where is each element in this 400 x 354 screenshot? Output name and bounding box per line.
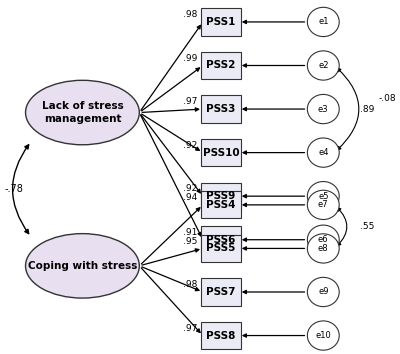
Text: Lack of stress
management: Lack of stress management [42, 101, 123, 124]
Text: PSS1: PSS1 [206, 17, 236, 27]
FancyBboxPatch shape [201, 183, 241, 210]
FancyBboxPatch shape [201, 278, 241, 306]
Text: .99: .99 [183, 54, 197, 63]
FancyBboxPatch shape [201, 8, 241, 35]
FancyBboxPatch shape [201, 139, 241, 166]
Circle shape [307, 225, 339, 255]
Text: PSS9: PSS9 [206, 191, 236, 201]
Text: -.78: -.78 [5, 184, 24, 194]
Circle shape [307, 95, 339, 124]
Text: PSS5: PSS5 [206, 244, 236, 253]
Text: .55: .55 [360, 222, 374, 231]
Circle shape [307, 182, 339, 211]
Text: .97: .97 [183, 324, 197, 333]
Text: e2: e2 [318, 61, 328, 70]
FancyBboxPatch shape [201, 235, 241, 262]
Circle shape [307, 234, 339, 263]
Text: e10: e10 [316, 331, 331, 340]
FancyArrowPatch shape [12, 145, 29, 234]
Text: .94: .94 [183, 193, 197, 202]
Text: e7: e7 [318, 200, 328, 209]
Text: PSS10: PSS10 [202, 148, 239, 158]
Circle shape [307, 7, 339, 36]
Text: .91: .91 [183, 228, 197, 237]
Circle shape [307, 277, 339, 307]
Circle shape [307, 138, 339, 167]
Circle shape [307, 51, 339, 80]
Text: e9: e9 [318, 287, 328, 297]
FancyBboxPatch shape [201, 226, 241, 253]
Circle shape [307, 321, 339, 350]
Text: PSS8: PSS8 [206, 331, 236, 341]
Circle shape [307, 190, 339, 219]
Text: .98: .98 [183, 10, 197, 19]
Text: e3: e3 [318, 104, 328, 114]
Text: .95: .95 [183, 236, 197, 246]
Text: PSS6: PSS6 [206, 235, 236, 245]
Text: e5: e5 [318, 192, 328, 201]
Ellipse shape [26, 234, 139, 298]
Ellipse shape [26, 80, 139, 145]
Text: PSS4: PSS4 [206, 200, 236, 210]
Text: .98: .98 [183, 280, 197, 289]
Text: .89: .89 [360, 104, 374, 114]
Text: e4: e4 [318, 148, 328, 157]
Text: Coping with stress: Coping with stress [28, 261, 137, 271]
Text: e6: e6 [318, 235, 328, 244]
Text: -.08: -.08 [379, 94, 397, 103]
FancyBboxPatch shape [201, 322, 241, 349]
FancyBboxPatch shape [201, 96, 241, 122]
Text: PSS3: PSS3 [206, 104, 236, 114]
FancyBboxPatch shape [201, 191, 241, 218]
Text: PSS2: PSS2 [206, 61, 236, 70]
Text: .92: .92 [183, 141, 197, 150]
FancyBboxPatch shape [201, 52, 241, 79]
Text: PSS7: PSS7 [206, 287, 236, 297]
Text: .92: .92 [183, 184, 197, 193]
Text: .97: .97 [183, 97, 197, 106]
Text: e1: e1 [318, 17, 328, 27]
FancyArrowPatch shape [337, 208, 347, 246]
FancyArrowPatch shape [337, 68, 359, 150]
Text: e8: e8 [318, 244, 328, 253]
